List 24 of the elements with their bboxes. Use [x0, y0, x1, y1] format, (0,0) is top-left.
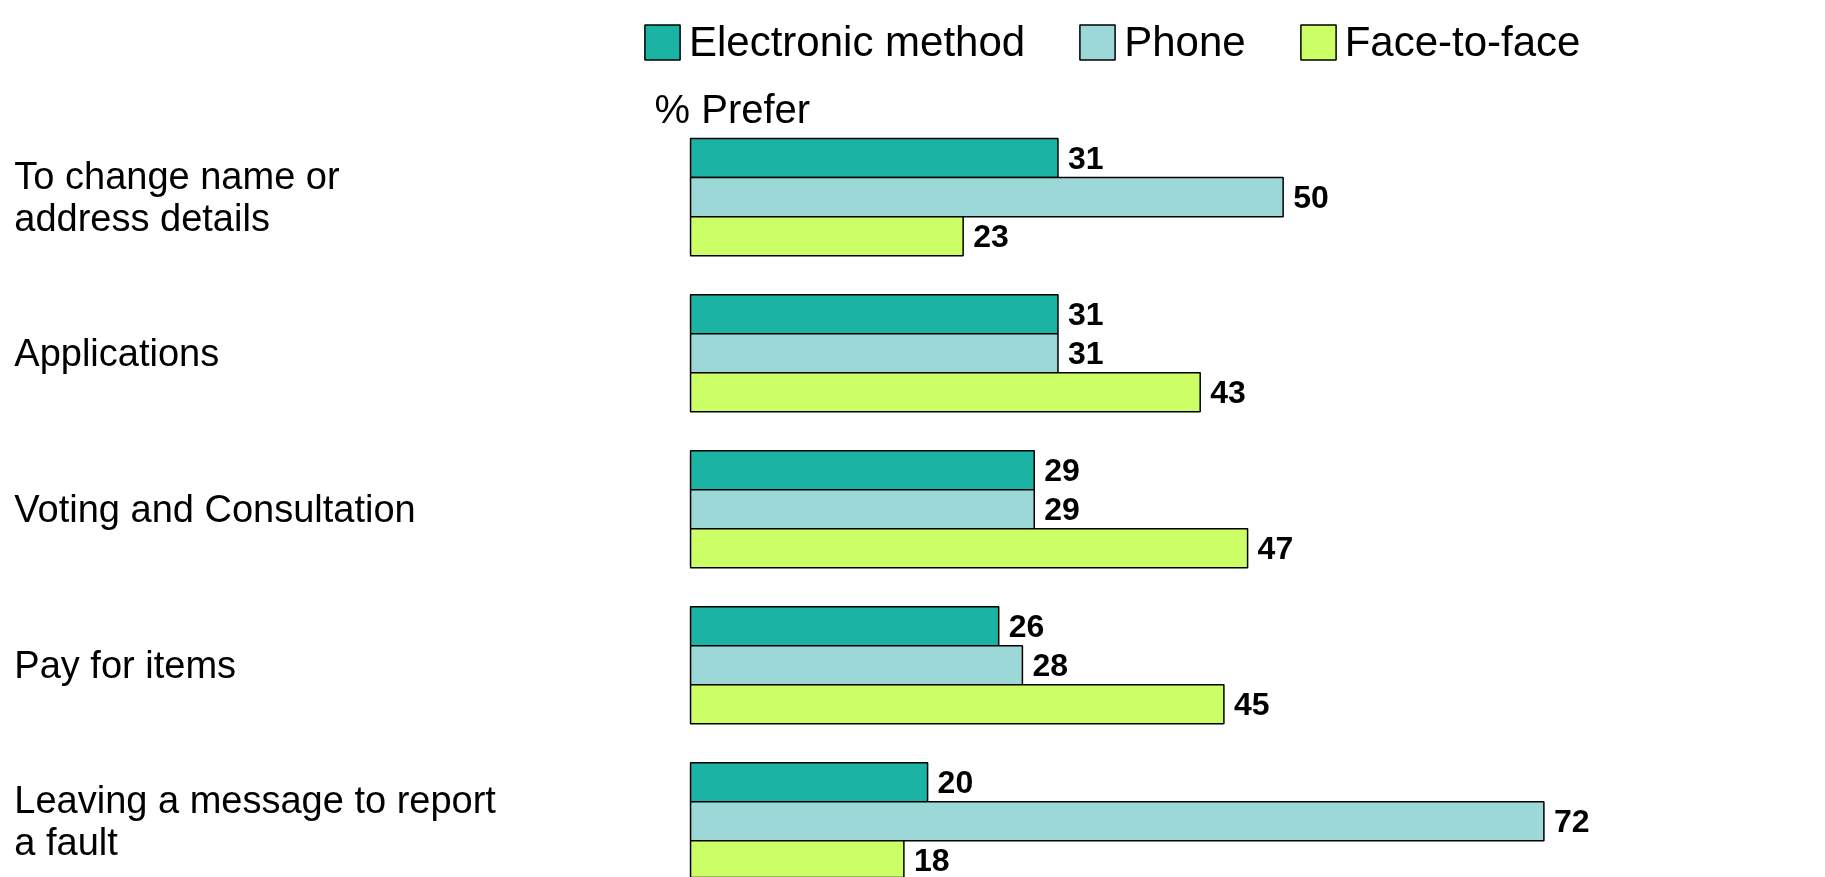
data-label: 29 — [1044, 452, 1080, 489]
legend-label: Face-to-face — [1344, 18, 1581, 66]
data-label: 31 — [1067, 335, 1104, 372]
legend-label: Phone — [1124, 18, 1246, 66]
data-label: 47 — [1257, 530, 1294, 567]
data-label: 45 — [1233, 686, 1270, 723]
y-tick-label: To change name or address details — [14, 155, 340, 240]
data-label: 29 — [1044, 491, 1080, 528]
data-label: 31 — [1067, 296, 1104, 333]
y-tick-label: Pay for items — [14, 644, 237, 687]
data-label: 18 — [913, 842, 950, 877]
data-label: 72 — [1553, 803, 1590, 840]
legend-label: Electronic method — [689, 18, 1026, 66]
y-tick-label: Voting and Consultation — [14, 488, 416, 531]
data-label: 50 — [1293, 179, 1329, 216]
data-label: 43 — [1210, 374, 1246, 411]
data-label: 20 — [937, 764, 974, 801]
annotation: % Prefer — [654, 86, 811, 131]
data-label: 23 — [973, 218, 1009, 255]
data-label: 31 — [1067, 140, 1104, 177]
data-label: 28 — [1032, 647, 1068, 684]
y-tick-label: Applications — [14, 332, 220, 375]
data-label: 26 — [1008, 608, 1045, 645]
y-tick-label: Leaving a message to report a fault — [14, 779, 497, 864]
